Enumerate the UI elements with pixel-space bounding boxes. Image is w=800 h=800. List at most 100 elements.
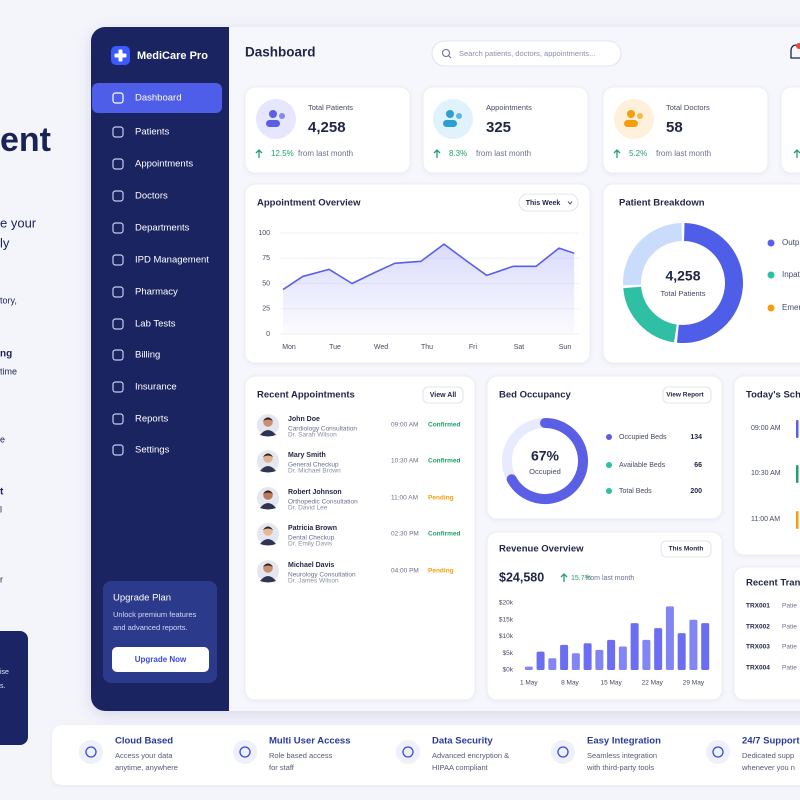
background-text: ng bbox=[0, 349, 12, 360]
service: Dental Checkup bbox=[288, 535, 335, 542]
upgrade-button-label[interactable]: Upgrade Now bbox=[135, 655, 187, 664]
line-area bbox=[283, 244, 575, 334]
nav-item[interactable]: Reports bbox=[135, 414, 169, 425]
nav-item[interactable]: Doctors bbox=[135, 191, 168, 202]
donut-segment bbox=[623, 286, 678, 343]
feature-title: Multi User Access bbox=[269, 736, 351, 747]
nav-icon bbox=[112, 126, 124, 138]
transaction-patient: Patie bbox=[782, 644, 797, 651]
donut-segment bbox=[676, 223, 743, 343]
upgrade-button[interactable] bbox=[112, 647, 209, 672]
transaction-id: TRX002 bbox=[746, 624, 770, 631]
nav-icon bbox=[112, 222, 124, 234]
nav-item[interactable]: Settings bbox=[135, 445, 170, 456]
brand: MediCare Pro bbox=[137, 50, 208, 62]
transaction-id: TRX003 bbox=[746, 644, 770, 651]
bar bbox=[677, 633, 686, 670]
stat-icon bbox=[446, 110, 454, 118]
feature-icon-bg bbox=[79, 740, 103, 764]
chevron bbox=[567, 201, 573, 205]
time: 11:00 AM bbox=[391, 495, 418, 502]
card bbox=[780, 86, 800, 174]
feature-title: Easy Integration bbox=[587, 736, 661, 747]
view-report-label[interactable]: View Report bbox=[666, 392, 704, 399]
doctor: Dr. Sarah Wilson bbox=[288, 432, 337, 439]
card bbox=[733, 566, 800, 701]
bar bbox=[642, 639, 651, 670]
view-report-button[interactable] bbox=[662, 386, 712, 404]
period-button[interactable] bbox=[660, 540, 712, 558]
period-label[interactable]: This Month bbox=[669, 546, 704, 553]
bar bbox=[560, 644, 569, 670]
avatar-body bbox=[260, 503, 276, 510]
card bbox=[486, 531, 723, 701]
card-title: Revenue Overview bbox=[499, 544, 584, 555]
y-tick-label: $5k bbox=[503, 650, 514, 657]
nav-item[interactable]: Lab Tests bbox=[135, 319, 176, 330]
transaction-patient: Patie bbox=[782, 624, 797, 631]
view-all-button[interactable] bbox=[422, 386, 464, 404]
search-icon bbox=[441, 48, 451, 58]
nav-item[interactable]: Dashboard bbox=[135, 93, 181, 104]
stat-note: from last month bbox=[656, 149, 711, 158]
patient-name: Michael Davis bbox=[288, 562, 334, 569]
bar bbox=[583, 643, 592, 670]
nav-icon bbox=[112, 349, 124, 361]
stat-icon bbox=[456, 113, 462, 119]
doctor: Dr. Michael Brown bbox=[288, 468, 341, 475]
period-label[interactable]: This Week bbox=[526, 200, 561, 207]
nav-item[interactable]: Appointments bbox=[135, 159, 193, 170]
bar bbox=[548, 658, 557, 670]
trend-arrow bbox=[433, 149, 441, 158]
trend-arrow bbox=[255, 149, 263, 158]
bed-label: Total Beds bbox=[619, 488, 652, 495]
bed-value: 66 bbox=[694, 462, 702, 469]
x-tick-label: Sat bbox=[514, 344, 525, 351]
avatar-body bbox=[260, 576, 276, 583]
nav-icon bbox=[112, 318, 124, 330]
bar bbox=[536, 651, 545, 670]
card-title: Appointment Overview bbox=[257, 198, 361, 209]
transaction-patient: Patie bbox=[782, 603, 797, 610]
x-tick-label: 29 May bbox=[683, 680, 705, 687]
view-all-label[interactable]: View All bbox=[430, 392, 457, 399]
page-title: Dashboard bbox=[245, 45, 316, 60]
service: Neurology Consultation bbox=[288, 572, 356, 579]
nav-item[interactable]: Departments bbox=[135, 223, 190, 234]
stat-label: Total Doctors bbox=[666, 103, 710, 112]
nav-active bbox=[92, 83, 222, 113]
nav-item[interactable]: IPD Management bbox=[135, 255, 209, 266]
service: General Checkup bbox=[288, 462, 339, 469]
feature-title: 24/7 Support bbox=[742, 736, 800, 747]
legend-label: Inpat bbox=[782, 270, 800, 279]
bar bbox=[654, 628, 663, 670]
nav-item[interactable]: Pharmacy bbox=[135, 287, 178, 298]
notification-dot bbox=[796, 43, 800, 49]
nav-item[interactable]: Billing bbox=[135, 350, 160, 361]
stat-change: 8.3% bbox=[449, 149, 467, 158]
legend-dot bbox=[606, 434, 612, 440]
feature-desc: anytime, anywhere bbox=[115, 763, 178, 772]
y-tick-label: 100 bbox=[258, 230, 270, 237]
avatar-hair bbox=[263, 490, 273, 494]
background-text: t bbox=[0, 487, 4, 498]
feature-icon bbox=[239, 746, 251, 758]
nav-item[interactable]: Patients bbox=[135, 127, 170, 138]
schedule-marker bbox=[796, 511, 799, 529]
logo-cross bbox=[114, 53, 127, 58]
nav-item[interactable]: Insurance bbox=[135, 382, 177, 393]
feature-desc: Access your data bbox=[115, 751, 173, 760]
stat-icon bbox=[279, 113, 285, 119]
doctor: Dr. David Lee bbox=[288, 505, 328, 512]
y-tick-label: $10k bbox=[499, 633, 514, 640]
feature-icon bbox=[402, 746, 414, 758]
search-placeholder[interactable]: Search patients, doctors, appointments..… bbox=[459, 49, 595, 58]
period-button[interactable] bbox=[518, 193, 579, 212]
bar bbox=[665, 606, 674, 670]
background-text: ly bbox=[0, 235, 10, 250]
x-tick-label: 22 May bbox=[642, 680, 664, 687]
x-tick-label: Sun bbox=[559, 344, 572, 351]
feature-desc: Seamless integration bbox=[587, 751, 657, 760]
search-box[interactable] bbox=[431, 40, 622, 67]
